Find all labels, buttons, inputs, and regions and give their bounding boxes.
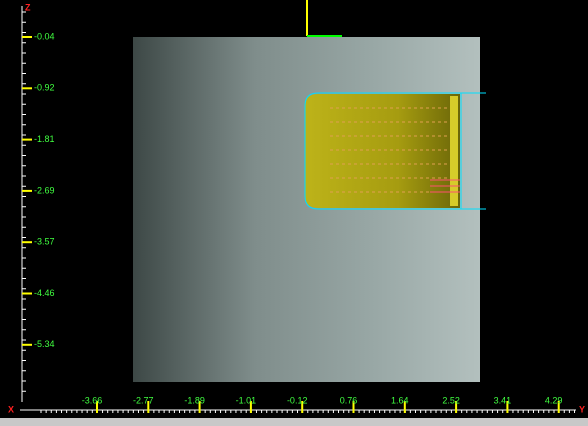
x-tick-label: 3.41: [494, 395, 512, 405]
z-tick-label: -5.34: [34, 339, 55, 349]
x-tick-label: -2.77: [133, 395, 154, 405]
z-axis-label: Z: [25, 2, 31, 12]
z-tick-label: -4.46: [34, 288, 55, 298]
x-tick-label: -1.89: [184, 395, 205, 405]
page: Z X Y -0.04 -0.92 -1.81 -2.69 -3.57 -4.46 -5.3…: [0, 0, 588, 426]
simulation-view: Z X Y -0.04 -0.92 -1.81 -2.69 -3.57 -4.46 -5.3…: [0, 0, 588, 426]
x-axis-label: X: [8, 404, 14, 414]
status-bar: [0, 418, 588, 426]
z-tick-label: -0.92: [34, 83, 55, 93]
x-tick-label: -1.01: [236, 395, 257, 405]
x-tick-label: -0.12: [287, 395, 308, 405]
z-tick-label: -2.69: [34, 185, 55, 195]
pocket-region: [305, 94, 460, 208]
x-tick-label: 1.64: [391, 395, 409, 405]
x-tick-label: 2.52: [442, 395, 460, 405]
pocket-wall: [450, 96, 458, 206]
x-tick-label: 0.76: [340, 395, 358, 405]
z-tick-label: -3.57: [34, 237, 55, 247]
z-tick-label: -1.81: [34, 134, 55, 144]
z-tick-label: -0.04: [34, 31, 55, 41]
x-tick-label: -3.66: [82, 395, 103, 405]
x-tick-label: 4.29: [545, 395, 563, 405]
y-axis-label: Y: [579, 404, 585, 414]
